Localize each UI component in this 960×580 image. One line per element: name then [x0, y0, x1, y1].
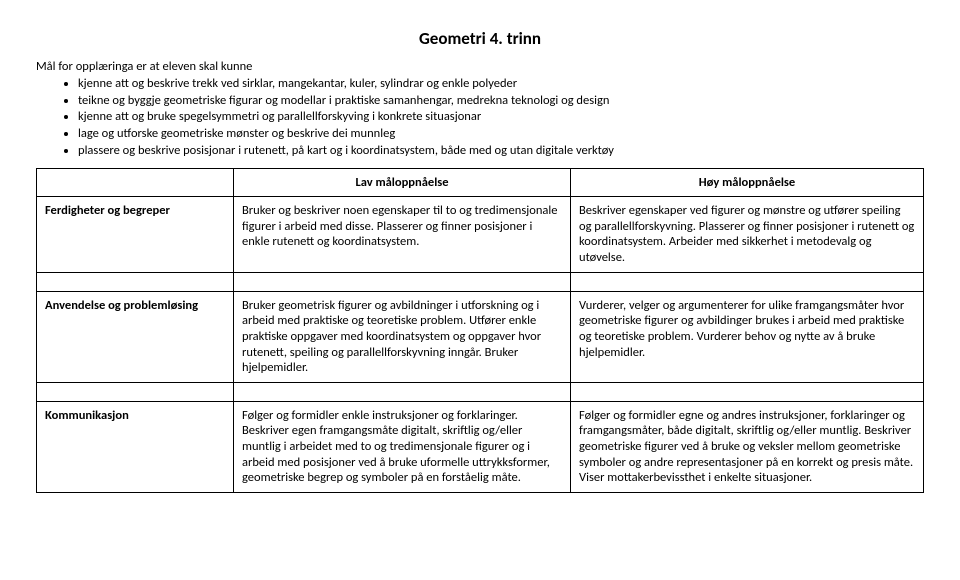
- spacer-cell: [571, 382, 924, 401]
- spacer-row: [37, 272, 924, 291]
- spacer-cell: [37, 272, 234, 291]
- spacer-cell: [234, 272, 571, 291]
- row-label: Anvendelse og problemløsing: [37, 291, 234, 382]
- table-row: Anvendelse og problemløsing Bruker geome…: [37, 291, 924, 382]
- header-empty: [37, 169, 234, 197]
- spacer-row: [37, 382, 924, 401]
- row-label: Ferdigheter og begreper: [37, 197, 234, 273]
- table-row: Ferdigheter og begreper Bruker og beskri…: [37, 197, 924, 273]
- table-row: Kommunikasjon Følger og formidler enkle …: [37, 401, 924, 492]
- cell-high: Vurderer, velger og argumenterer for uli…: [571, 291, 924, 382]
- list-item: lage og utforske geometriske mønster og …: [78, 126, 924, 142]
- cell-high: Følger og formidler egne og andres instr…: [571, 401, 924, 492]
- page-title: Geometri 4. trinn: [36, 28, 924, 49]
- cell-low: Bruker og beskriver noen egenskaper til …: [234, 197, 571, 273]
- header-high: Høy måloppnåelse: [571, 169, 924, 197]
- spacer-cell: [571, 272, 924, 291]
- cell-low: Følger og formidler enkle instruksjoner …: [234, 401, 571, 492]
- goals-intro: Mål for opplæringa er at eleven skal kun…: [36, 59, 924, 74]
- attainment-table: Lav måloppnåelse Høy måloppnåelse Ferdig…: [36, 168, 924, 493]
- list-item: kjenne att og bruke spegelsymmetri og pa…: [78, 109, 924, 125]
- cell-low: Bruker geometrisk figurer og avbildninge…: [234, 291, 571, 382]
- cell-high: Beskriver egenskaper ved figurer og møns…: [571, 197, 924, 273]
- spacer-cell: [234, 382, 571, 401]
- header-low: Lav måloppnåelse: [234, 169, 571, 197]
- spacer-cell: [37, 382, 234, 401]
- list-item: teikne og byggje geometriske figurar og …: [78, 93, 924, 109]
- table-header-row: Lav måloppnåelse Høy måloppnåelse: [37, 169, 924, 197]
- list-item: kjenne att og beskrive trekk ved sirklar…: [78, 76, 924, 92]
- goals-list: kjenne att og beskrive trekk ved sirklar…: [36, 76, 924, 158]
- row-label: Kommunikasjon: [37, 401, 234, 492]
- list-item: plassere og beskrive posisjonar i rutene…: [78, 143, 924, 159]
